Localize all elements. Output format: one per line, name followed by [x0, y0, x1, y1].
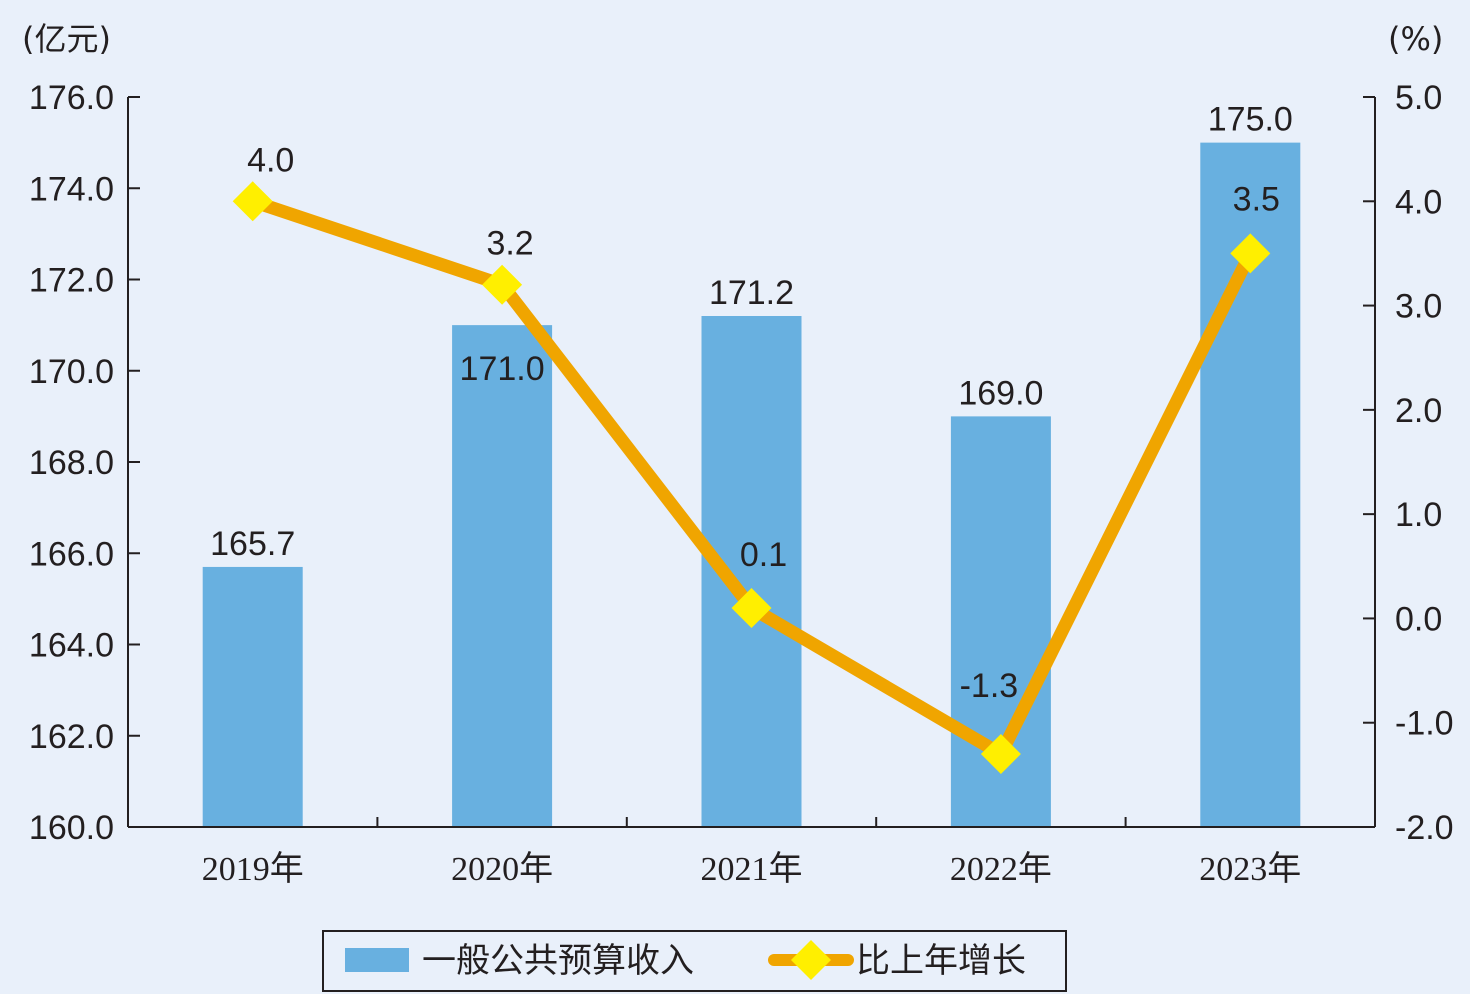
right-axis-unit: (%) — [1388, 20, 1443, 58]
legend-box — [322, 930, 1067, 992]
right-tick-label: 1.0 — [1395, 496, 1442, 534]
x-tick-label: 2020年 — [451, 850, 553, 888]
growth-marker-2 — [731, 588, 772, 628]
bar-value-label: 165.7 — [210, 525, 295, 563]
line-value-label: 0.1 — [740, 536, 787, 574]
line-value-label: 3.5 — [1233, 180, 1280, 218]
legend: 一般公共预算收入 比上年增长 — [322, 930, 1067, 992]
legend-marker-swatch — [791, 940, 831, 980]
left-tick-label: 170.0 — [29, 353, 114, 391]
right-tick-label: -1.0 — [1395, 705, 1454, 743]
growth-marker-4 — [1230, 233, 1271, 274]
bar-series — [202, 142, 1301, 827]
right-tick-label: 2.0 — [1395, 392, 1442, 430]
legend-bar-swatch — [345, 948, 409, 972]
right-tick-label: -2.0 — [1395, 809, 1454, 847]
bar-value-label: 169.0 — [958, 374, 1043, 412]
right-tick-label: 3.0 — [1395, 288, 1442, 326]
left-tick-label: 162.0 — [29, 718, 114, 756]
left-tick-label: 166.0 — [29, 535, 114, 573]
right-tick-label: 0.0 — [1395, 600, 1442, 638]
left-tick-label: 164.0 — [29, 627, 114, 665]
left-tick-label: 160.0 — [29, 809, 114, 847]
bar-value-label: 171.2 — [709, 274, 794, 312]
bar-value-label: 171.0 — [460, 350, 545, 388]
left-tick-label: 168.0 — [29, 444, 114, 482]
x-tick-label: 2021年 — [701, 850, 803, 888]
line-value-label: -1.3 — [960, 667, 1019, 705]
right-tick-label: 4.0 — [1395, 183, 1442, 221]
left-axis-unit: (亿元) — [22, 20, 111, 58]
bar-value-label: 175.0 — [1208, 101, 1293, 139]
line-series — [232, 181, 1271, 774]
legend-bar-label: 一般公共预算收入 — [422, 941, 694, 981]
line-value-label: 4.0 — [247, 141, 294, 179]
bar-1 — [452, 325, 553, 827]
data-labels: 165.7 171.0 171.2 169.0 175.0 4.0 3.2 0.1 -1.3 3.… — [210, 101, 1293, 705]
axes: 160.0 162.0 164.0 166.0 168.0 170.0 172.0 174.0… — [29, 79, 1454, 888]
legend-line-label: 比上年增长 — [856, 941, 1026, 981]
x-tick-label: 2023年 — [1199, 850, 1301, 888]
x-tick-label: 2019年 — [202, 850, 304, 888]
x-tick-label: 2022年 — [950, 850, 1052, 888]
growth-marker-1 — [482, 264, 523, 305]
bar-0 — [202, 566, 303, 827]
growth-marker-0 — [232, 181, 273, 222]
left-tick-label: 172.0 — [29, 262, 114, 300]
growth-marker-3 — [980, 734, 1021, 774]
left-tick-label: 174.0 — [29, 170, 114, 208]
right-tick-label: 5.0 — [1395, 79, 1442, 117]
line-value-label: 3.2 — [486, 225, 533, 263]
left-tick-label: 176.0 — [29, 79, 114, 117]
